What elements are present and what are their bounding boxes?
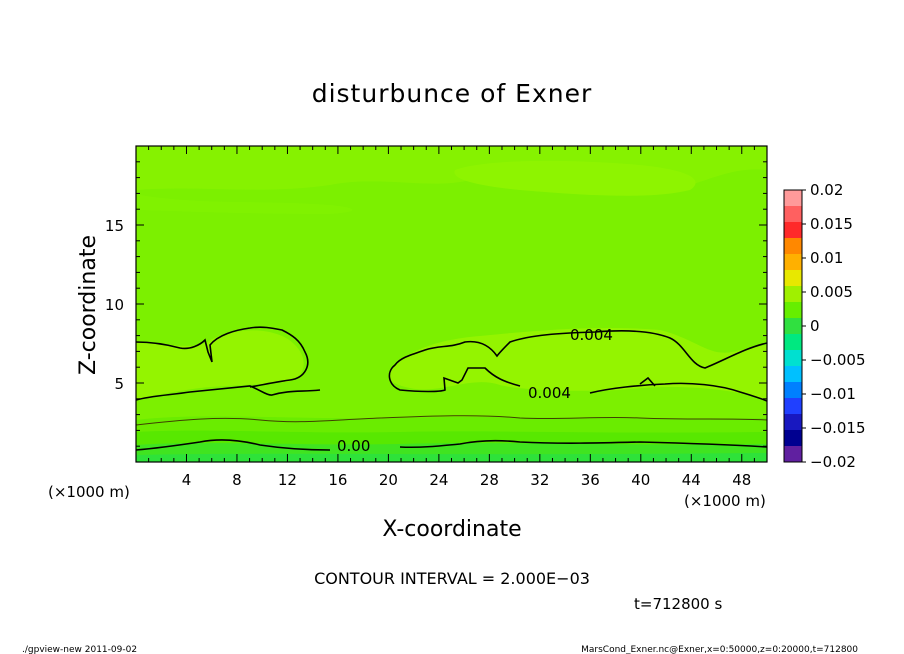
colorbar-swatch [784, 254, 802, 271]
colorbar-swatch [784, 270, 802, 287]
contour-label: 0.004 [570, 326, 613, 344]
colorbar: 0.02 0.015 0.01 0.005 0 −0.005 −0.01 −0.015 −0.0… [783, 181, 866, 471]
colorbar-label: −0.02 [810, 453, 856, 471]
y-tick-label: 5 [114, 375, 124, 393]
colorbar-label: −0.01 [810, 385, 856, 403]
x-tick-label: 32 [530, 471, 549, 489]
colorbar-label: −0.015 [810, 419, 866, 437]
colorbar-swatch [784, 286, 802, 303]
colorbar-label: 0.01 [810, 249, 843, 267]
time-text: t=712800 s [634, 595, 722, 613]
contour-0.004-upper-right [388, 330, 768, 393]
colorbar-swatch [784, 382, 802, 399]
colorbar-swatch [784, 318, 802, 335]
colorbar-label: 0.015 [810, 215, 853, 233]
colorbar-swatch [784, 446, 802, 463]
x-unit-left: (×1000 m) [48, 483, 130, 501]
contour-interval-text: CONTOUR INTERVAL = 2.000E−03 [314, 569, 590, 588]
colorbar-label: −0.005 [810, 351, 866, 369]
x-axis: 4 8 12 16 20 24 28 32 36 40 44 48 [135, 146, 768, 489]
colorbar-swatch [784, 350, 802, 367]
x-tick-label: 4 [182, 471, 192, 489]
x-unit-right: (×1000 m) [684, 492, 766, 510]
colorbar-swatch [784, 430, 802, 447]
contour-label: 0.004 [528, 384, 571, 402]
x-tick-label: 36 [581, 471, 600, 489]
heatmap-field [136, 146, 767, 462]
contour-0.00 [135, 439, 768, 451]
colorbar-label: 0 [810, 317, 820, 335]
colorbar-swatch [784, 398, 802, 415]
y-axis: 5 10 15 [105, 145, 767, 463]
colorbar-swatch [784, 190, 802, 207]
footer-left: ./gpview-new 2011-09-02 [22, 645, 137, 654]
contour-0.004-lower [135, 382, 768, 402]
contour-0.004-upper-left [135, 326, 309, 388]
y-tick-label: 15 [105, 217, 124, 235]
contour-0.002 [135, 415, 768, 426]
chart-title: disturbunce of Exner [312, 79, 593, 108]
x-tick-label: 8 [232, 471, 242, 489]
colorbar-swatch [784, 222, 802, 239]
colorbar-swatch [784, 366, 802, 383]
colorbar-swatch [784, 302, 802, 319]
y-axis-label: Z-coordinate [76, 235, 101, 375]
colorbar-label: 0.02 [810, 181, 843, 199]
x-tick-label: 16 [328, 471, 347, 489]
y-tick-label: 10 [105, 296, 124, 314]
x-tick-label: 12 [278, 471, 297, 489]
footer-right: MarsCond_Exner.nc@Exner,x=0:50000,z=0:20… [581, 645, 858, 654]
x-tick-label: 28 [480, 471, 499, 489]
x-axis-label: X-coordinate [382, 517, 521, 542]
contour-lines [135, 326, 768, 451]
contour-0.004-lower-bump [639, 376, 656, 387]
colorbar-swatch [784, 334, 802, 351]
x-tick-label: 40 [631, 471, 650, 489]
x-tick-label: 24 [429, 471, 448, 489]
x-tick-label: 48 [732, 471, 751, 489]
colorbar-swatch [784, 238, 802, 255]
colorbar-swatch [784, 414, 802, 431]
x-tick-label: 44 [682, 471, 701, 489]
colorbar-label: 0.005 [810, 283, 853, 301]
contour-label: 0.00 [337, 437, 370, 455]
colorbar-swatch [784, 206, 802, 223]
x-tick-label: 20 [379, 471, 398, 489]
